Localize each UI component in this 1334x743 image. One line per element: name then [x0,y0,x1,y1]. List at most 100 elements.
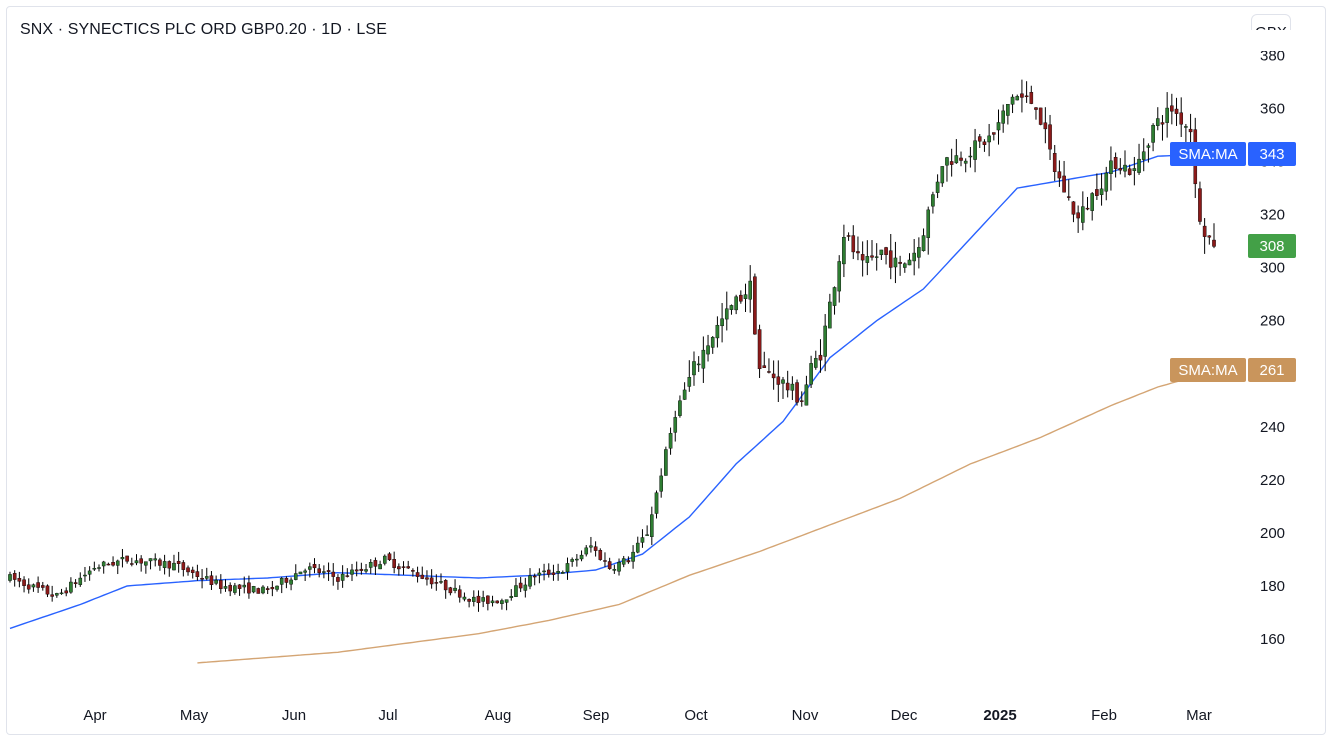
candle-body [743,294,748,299]
candle-body [1057,171,1062,179]
candle-body [1043,122,1048,130]
candle-body [130,563,134,565]
candle-body [256,588,261,594]
candle-body [542,570,546,573]
candle-body [650,514,654,537]
candle-body [715,324,720,339]
candle-body [467,599,471,602]
candle-body [673,417,678,433]
candle-body [795,382,799,403]
candle-body [809,363,813,385]
candle-body [1165,107,1169,123]
candle-body [115,560,120,566]
candle-body [40,585,45,588]
candle-body [228,584,232,592]
candle-body [589,545,593,548]
x-tick-label: Feb [1091,707,1117,724]
candle-body [837,261,842,292]
candle-body [1010,96,1015,105]
candle-body [200,578,204,580]
candle-body [1071,201,1076,215]
candle-body [865,256,870,263]
candle-body [575,558,579,561]
candle-body [312,564,317,569]
candle-body [860,254,865,261]
candle-body [664,449,668,476]
candle-body [411,570,415,572]
candle-body [1062,175,1066,193]
candle-body [1198,188,1202,222]
candle-body [1179,112,1184,125]
candle-body [804,384,809,406]
candle-body [556,570,560,574]
candle-body [1109,160,1113,174]
y-tick-label: 300 [1260,260,1285,277]
candle-body [903,263,907,268]
last-price-tag: 308 [1259,238,1284,255]
sma-short-tag-label-bg [1170,142,1246,166]
sma-long-tag-value-bg [1248,358,1296,382]
candle-body [368,562,373,568]
candle-body [776,376,781,385]
candle-body [1123,164,1127,172]
y-tick-label: 280 [1260,313,1285,330]
candle-body [125,555,129,562]
sma-long-layer [197,370,1215,664]
candle-body [912,252,916,262]
candle-body [195,571,200,577]
candle-body [706,345,710,355]
candle-body [1132,168,1137,171]
candle-body [364,569,368,572]
candle-body [617,562,621,572]
candle-body [1038,107,1043,125]
candle-body [992,132,996,135]
candle-body [87,570,92,575]
candle-body [247,582,251,594]
candle-body [392,559,396,568]
candle-body [69,581,73,593]
candle-body [59,592,64,595]
candle-body [1015,96,1020,101]
x-tick-label: Jul [378,707,397,724]
candle-body [1001,110,1005,124]
candle-body [354,569,359,572]
candle-body [724,308,729,320]
candle-body [317,568,321,573]
candle-body [12,573,17,580]
y-axis: 160180200220240260280300320340360380 [1250,30,1310,648]
candle-body [1151,124,1155,143]
candle-body [949,161,954,165]
candle-body [870,255,874,258]
candle-body [429,577,434,585]
candle-body [823,325,827,357]
candle-body [148,558,153,562]
candle-body [828,301,832,329]
candle-body [261,586,265,594]
candle-body [1095,189,1099,196]
last-price-tag-bg [1248,234,1296,258]
candle-body [1052,153,1057,172]
candle-body [172,562,176,571]
candle-body [204,576,209,579]
candle-body [1160,122,1165,125]
candle-body [528,575,532,587]
candle-body [659,475,663,492]
candle-body [935,181,940,193]
sma-short-layer [9,152,1215,630]
candle-body [917,247,921,258]
candle-body [167,561,172,569]
candle-body [134,560,139,564]
candle-body [219,580,223,589]
x-tick-label: Jun [282,707,306,724]
candle-body [682,389,687,400]
candle-body [1066,196,1071,198]
candle-body [1113,157,1118,169]
candle-body [598,550,603,560]
candle-body [926,209,931,238]
candle-body [518,582,523,589]
candle-body [326,570,331,572]
candle-body [495,600,500,604]
x-tick-label: Nov [792,707,819,724]
candle-body [293,573,298,580]
